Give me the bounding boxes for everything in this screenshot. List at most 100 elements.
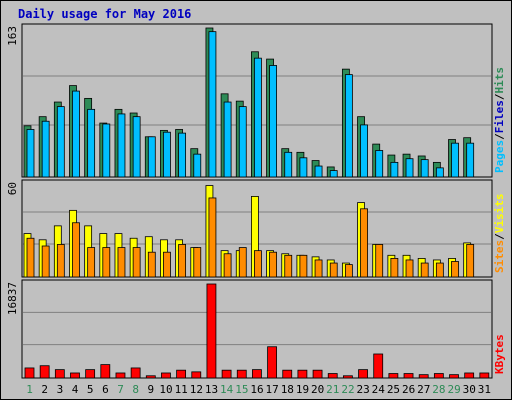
- bar-files-day-9: [147, 136, 156, 178]
- bar-kbytes-day-8: [130, 367, 141, 379]
- legend-entry: Visits: [493, 194, 506, 234]
- bar-kbytes-day-13: [206, 283, 217, 379]
- bar-kbytes-day-28: [433, 373, 444, 379]
- x-tick-label-day-9: 9: [148, 383, 155, 396]
- bar-files-day-22: [344, 74, 353, 178]
- x-tick-label-day-15: 15: [235, 383, 248, 396]
- bar-kbytes-day-18: [282, 369, 293, 379]
- bar-files-day-23: [360, 124, 368, 178]
- bar-files-day-27: [420, 159, 429, 178]
- bar-kbytes-day-2: [39, 365, 50, 379]
- bar-files-day-7: [117, 113, 126, 178]
- bar-files-day-3: [56, 106, 65, 178]
- bar-sites-day-18: [284, 254, 293, 278]
- bar-kbytes-day-22: [342, 375, 353, 379]
- bar-sites-day-30: [466, 244, 475, 278]
- bar-files-day-1: [26, 129, 35, 178]
- bar-kbytes-day-16: [252, 369, 262, 379]
- x-tick-label-day-8: 8: [132, 383, 139, 396]
- bar-files-day-17: [269, 65, 277, 178]
- panel-1-legend: Pages/Files/Hits: [493, 67, 506, 173]
- bar-sites-day-17: [269, 251, 277, 278]
- bar-kbytes-day-26: [403, 373, 414, 379]
- bar-sites-day-23: [360, 208, 368, 278]
- panel-2-legend: Sites/Visits: [493, 194, 506, 274]
- panel-3-legend: KBytes: [493, 334, 506, 374]
- bar-sites-day-5: [87, 247, 96, 278]
- bar-sites-day-13: [208, 197, 217, 278]
- x-tick-label-day-19: 19: [296, 383, 309, 396]
- bar-sites-day-26: [405, 259, 414, 278]
- x-tick-label-day-13: 13: [205, 383, 218, 396]
- bar-sites-day-19: [299, 254, 308, 278]
- x-tick-label-day-21: 21: [326, 383, 339, 396]
- bar-files-day-19: [299, 157, 308, 178]
- x-tick-label-day-4: 4: [72, 383, 79, 396]
- bar-files-day-12: [193, 153, 202, 178]
- bar-sites-day-15: [238, 247, 247, 278]
- bar-kbytes-day-17: [267, 346, 277, 379]
- bar-kbytes-day-29: [449, 374, 459, 379]
- x-tick-label-day-28: 28: [432, 383, 445, 396]
- bar-kbytes-day-25: [388, 373, 399, 379]
- bar-sites-day-6: [102, 247, 111, 278]
- bar-sites-day-27: [420, 262, 429, 278]
- bar-files-day-20: [314, 165, 323, 178]
- bar-sites-day-25: [390, 257, 399, 278]
- x-tick-label-day-29: 29: [447, 383, 460, 396]
- x-tick-label-day-22: 22: [341, 383, 354, 396]
- panel-2-y-max-label: 60: [6, 182, 19, 195]
- bar-sites-day-3: [56, 244, 65, 278]
- bar-files-day-21: [329, 170, 338, 178]
- x-tick-label-day-14: 14: [220, 383, 234, 396]
- bar-files-day-13: [208, 31, 217, 178]
- bar-kbytes-day-24: [373, 353, 384, 379]
- bar-kbytes-day-1: [24, 367, 35, 379]
- bar-kbytes-day-31: [479, 372, 490, 379]
- bar-files-day-4: [72, 90, 80, 178]
- bar-kbytes-day-7: [115, 372, 126, 379]
- legend-entry: KBytes: [493, 334, 506, 374]
- bar-kbytes-day-27: [418, 374, 429, 379]
- x-tick-label-day-17: 17: [266, 383, 279, 396]
- bar-kbytes-day-21: [327, 373, 338, 379]
- bar-kbytes-day-30: [464, 372, 475, 379]
- x-tick-label-day-2: 2: [41, 383, 48, 396]
- bar-sites-day-29: [451, 261, 459, 278]
- bar-sites-day-4: [72, 222, 80, 278]
- bar-files-day-25: [390, 161, 399, 178]
- x-tick-label-day-12: 12: [190, 383, 203, 396]
- bar-sites-day-11: [178, 244, 187, 278]
- x-tick-label-day-3: 3: [57, 383, 64, 396]
- bar-kbytes-day-15: [236, 369, 247, 379]
- bar-sites-day-9: [147, 251, 156, 278]
- x-tick-label-day-25: 25: [387, 383, 400, 396]
- legend-entry: /: [493, 233, 506, 240]
- bar-kbytes-day-6: [100, 364, 111, 379]
- bar-files-day-26: [405, 158, 414, 178]
- bar-sites-day-14: [223, 253, 232, 278]
- legend-entry: /: [493, 93, 506, 100]
- bar-kbytes-day-19: [297, 369, 308, 379]
- bar-sites-day-12: [193, 247, 202, 278]
- bar-files-day-8: [132, 116, 141, 178]
- bar-kbytes-day-23: [358, 369, 368, 379]
- x-tick-label-day-27: 27: [417, 383, 430, 396]
- legend-entry: Hits: [493, 67, 506, 94]
- legend-entry: Sites: [493, 240, 506, 273]
- legend-entry: /: [493, 133, 506, 140]
- x-tick-label-day-5: 5: [87, 383, 94, 396]
- bar-files-day-30: [466, 142, 475, 178]
- x-tick-label-day-31: 31: [478, 383, 491, 396]
- bar-files-day-18: [284, 151, 293, 178]
- bar-kbytes-day-9: [145, 375, 156, 379]
- bar-files-day-14: [223, 101, 232, 178]
- bar-sites-day-10: [163, 251, 171, 278]
- x-tick-label-day-24: 24: [372, 383, 386, 396]
- bar-kbytes-day-3: [54, 369, 65, 379]
- bar-kbytes-day-14: [221, 369, 232, 379]
- x-tick-label-day-6: 6: [102, 383, 109, 396]
- bar-files-day-29: [451, 142, 459, 178]
- x-tick-label-day-7: 7: [117, 383, 124, 396]
